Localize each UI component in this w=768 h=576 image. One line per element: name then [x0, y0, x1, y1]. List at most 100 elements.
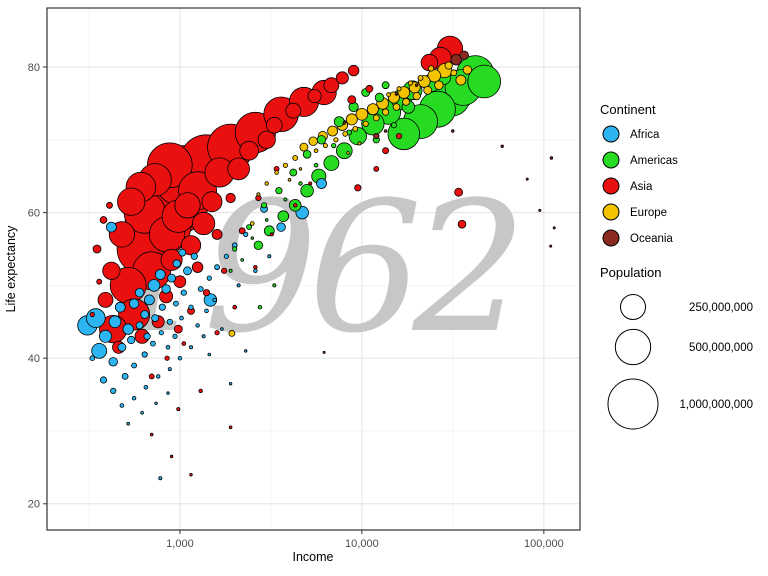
legend-item-americas: Americas [602, 151, 678, 169]
legend-key-1000m [607, 378, 659, 430]
data-point [283, 197, 288, 202]
data-point [417, 75, 424, 81]
data-point [227, 157, 250, 181]
data-point [214, 264, 221, 271]
legend-item-europe: Europe [602, 203, 667, 221]
legend-key-oceania [602, 229, 620, 247]
legend-continent: Continent Africa Americas Asia Europe Oc… [600, 102, 678, 247]
data-point [212, 297, 217, 303]
data-point [352, 125, 359, 132]
axis-ticks [43, 66, 545, 534]
data-point [287, 178, 292, 182]
data-point [444, 61, 453, 70]
data-point [396, 86, 402, 92]
data-point [390, 122, 397, 129]
data-point [106, 201, 113, 209]
data-point [354, 184, 362, 192]
data-point [355, 108, 369, 121]
data-point [204, 308, 209, 314]
data-point [316, 135, 327, 145]
data-point [176, 407, 181, 412]
legend-label-asia: Asia [630, 181, 653, 193]
data-point [99, 329, 113, 343]
data-point [381, 81, 390, 90]
data-point [206, 275, 212, 281]
y-axis-title: Life expectancy [4, 225, 18, 313]
data-point [299, 142, 309, 152]
data-point [143, 332, 151, 340]
data-point [181, 341, 187, 346]
legend-label-africa: Africa [630, 129, 660, 141]
data-point [450, 54, 462, 66]
data-point [345, 113, 358, 126]
legend-label-europe: Europe [630, 207, 667, 219]
data-point [462, 65, 473, 75]
data-point [256, 192, 261, 197]
data-point [346, 151, 350, 155]
data-point [276, 222, 286, 232]
data-point [158, 303, 166, 311]
data-point [373, 133, 380, 140]
data-point [228, 329, 236, 337]
data-point [166, 318, 173, 325]
legend-key-americas [602, 151, 620, 169]
data-point [427, 65, 435, 72]
data-point [302, 150, 312, 159]
data-point [322, 350, 326, 354]
data-point [195, 323, 200, 328]
data-point [117, 342, 127, 352]
data-point [366, 103, 379, 116]
data-point [99, 376, 108, 384]
data-point [383, 129, 388, 133]
data-point [151, 314, 160, 323]
legend-continent-title: Continent [600, 102, 656, 117]
data-point [298, 167, 303, 171]
data-point [167, 367, 172, 372]
data-point [335, 71, 349, 85]
legend-item-oceania: Oceania [602, 229, 673, 247]
data-point [239, 140, 259, 161]
data-point [451, 129, 455, 133]
data-point [253, 268, 258, 273]
data-point [322, 143, 328, 149]
data-point [549, 244, 553, 248]
data-point [106, 221, 117, 233]
data-point [323, 155, 340, 172]
x-axis-title: Income [293, 550, 334, 564]
y-tick-label: 80 [28, 62, 40, 74]
legend-label-americas: Americas [630, 155, 678, 167]
data-point [362, 120, 369, 127]
data-point [335, 142, 353, 160]
data-point [165, 344, 171, 350]
data-point [250, 221, 255, 226]
panel-border [46, 7, 581, 531]
data-point [177, 356, 183, 361]
legend-item-africa: Africa [602, 125, 660, 143]
data-point [207, 352, 212, 357]
data-point [149, 340, 156, 347]
x-tick-label: 100,000 [524, 538, 564, 550]
data-point [372, 114, 380, 122]
data-point [158, 330, 164, 336]
y-tick-label: 40 [28, 353, 40, 365]
data-point [166, 391, 170, 395]
data-point [211, 228, 223, 240]
data-point [459, 50, 469, 61]
data-point [500, 144, 504, 148]
data-point [135, 321, 144, 330]
data-point [313, 148, 319, 154]
data-point [86, 308, 106, 328]
data-point [313, 163, 319, 168]
data-point [300, 183, 314, 198]
data-point [423, 85, 433, 95]
data-point [243, 231, 249, 237]
data-point [260, 202, 268, 209]
data-point [117, 187, 146, 216]
data-point [289, 168, 298, 177]
data-point [180, 289, 187, 296]
legend-item-asia: Asia [602, 177, 653, 195]
axis-tick-labels: 1,000 10,000 100,000 20 40 60 80 [28, 62, 564, 550]
data-point [134, 288, 145, 298]
data-point [250, 236, 254, 240]
